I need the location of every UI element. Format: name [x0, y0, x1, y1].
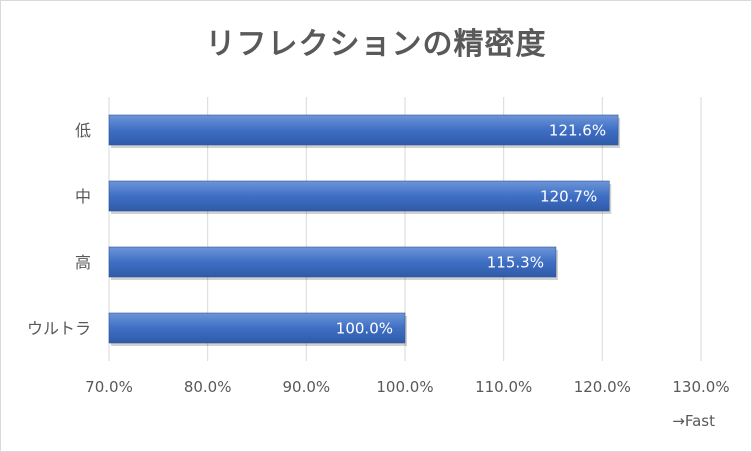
category-label: 高: [75, 253, 91, 272]
category-label: ウルトラ: [27, 319, 91, 338]
data-label: 115.3%: [487, 254, 544, 272]
chart-title: リフレクションの精密度: [205, 27, 547, 62]
bar: [108, 114, 619, 146]
data-label: 121.6%: [549, 122, 606, 140]
category-label: 中: [75, 187, 91, 206]
data-label: 100.0%: [336, 320, 393, 338]
x-tick-label: 70.0%: [85, 378, 133, 396]
bar: [108, 180, 610, 212]
x-tick-label: 80.0%: [184, 378, 232, 396]
x-tick-label: 120.0%: [574, 378, 631, 396]
bar: [108, 312, 406, 344]
x-tick-label: 110.0%: [475, 378, 532, 396]
x-tick-label: 90.0%: [283, 378, 331, 396]
x-tick-label: 100.0%: [376, 378, 433, 396]
data-label: 120.7%: [540, 188, 597, 206]
axis-annotation: →Fast: [672, 412, 715, 430]
bar: [108, 246, 557, 278]
x-tick-label: 130.0%: [672, 378, 729, 396]
category-label: 低: [75, 121, 91, 140]
